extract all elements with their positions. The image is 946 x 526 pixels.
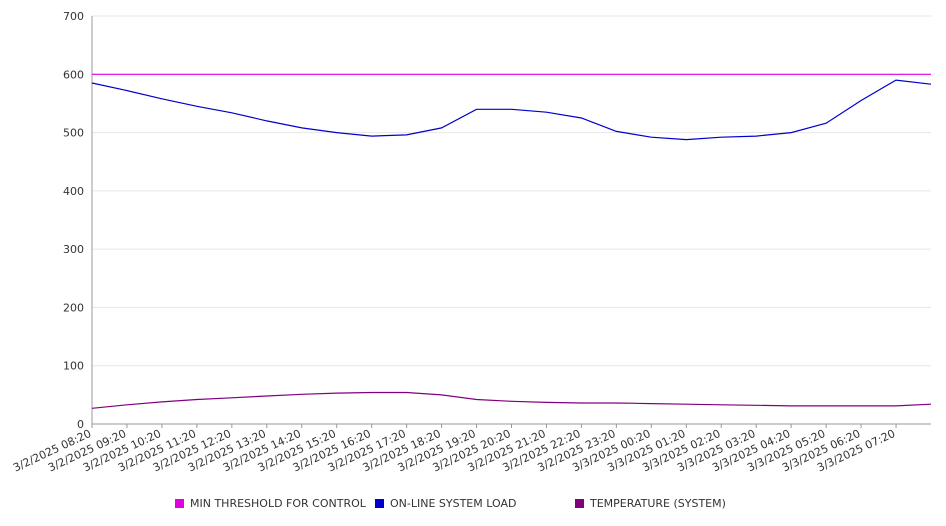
legend-item-temperature[interactable]: TEMPERATURE (SYSTEM) [575, 497, 726, 510]
series-layer [91, 73, 932, 409]
y-tick-label: 500 [63, 127, 84, 140]
y-tick-label: 600 [63, 68, 84, 81]
legend-swatch-icon [175, 499, 184, 508]
temperature-line[interactable] [91, 391, 932, 409]
y-tick-label: 200 [63, 301, 84, 314]
legend-swatch-icon [575, 499, 584, 508]
system-load-line[interactable] [91, 79, 932, 141]
y-tick-label: 700 [63, 10, 84, 23]
legend-label: MIN THRESHOLD FOR CONTROL [190, 497, 366, 510]
grid-layer [92, 15, 931, 425]
y-tick-label: 0 [77, 418, 84, 431]
y-tick-label: 300 [63, 243, 84, 256]
axis-layer [91, 16, 931, 428]
chart-legend: MIN THRESHOLD FOR CONTROL ON-LINE SYSTEM… [0, 497, 946, 515]
y-tick-label: 100 [63, 360, 84, 373]
legend-item-min-threshold[interactable]: MIN THRESHOLD FOR CONTROL [175, 497, 366, 510]
legend-item-system-load[interactable]: ON-LINE SYSTEM LOAD [375, 497, 516, 510]
legend-swatch-icon [375, 499, 384, 508]
y-tick-label: 400 [63, 185, 84, 198]
legend-label: TEMPERATURE (SYSTEM) [590, 497, 726, 510]
legend-label: ON-LINE SYSTEM LOAD [390, 497, 517, 510]
